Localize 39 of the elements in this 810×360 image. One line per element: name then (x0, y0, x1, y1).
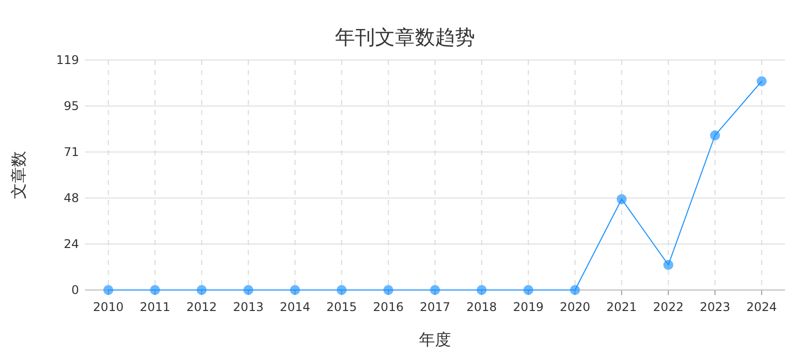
x-axis-title: 年度 (419, 330, 451, 349)
x-tick-label: 2016 (373, 300, 404, 314)
y-tick-label: 95 (64, 99, 79, 113)
y-tick-label: 48 (64, 191, 79, 205)
x-tick-label: 2023 (700, 300, 730, 314)
point (243, 285, 254, 295)
point (710, 130, 720, 140)
point (103, 285, 114, 295)
y-tick-label: 119 (56, 53, 79, 67)
x-tick-label: 2015 (326, 300, 357, 314)
x-tick-label: 2020 (560, 300, 590, 314)
point (290, 285, 300, 295)
point (383, 285, 394, 295)
x-tick-label: 2013 (233, 300, 264, 314)
chart-title: 年刊文章数趋势 (335, 25, 475, 49)
point (196, 285, 207, 295)
y-axis-title: 文章数 (9, 151, 28, 199)
y-tick-label: 24 (64, 237, 79, 251)
x-tick-label: 2022 (653, 300, 684, 314)
x-tick-label: 2021 (606, 300, 637, 314)
point (756, 76, 767, 86)
point (616, 194, 627, 204)
x-tick-label: 2012 (186, 300, 217, 314)
x-tick-label: 2024 (746, 300, 777, 314)
x-tick-label: 2018 (466, 300, 497, 314)
point (476, 285, 487, 295)
point (430, 285, 440, 295)
point (523, 285, 534, 295)
x-tick-label: 2010 (93, 300, 124, 314)
point (570, 285, 580, 295)
point (663, 260, 674, 270)
x-tick-label: 2011 (140, 300, 170, 314)
point (150, 285, 160, 295)
point (336, 285, 347, 295)
y-tick-label: 0 (71, 283, 79, 297)
y-tick-label: 71 (64, 145, 79, 159)
x-tick-label: 2019 (513, 300, 544, 314)
x-tick-label: 2014 (280, 300, 310, 314)
x-tick-label: 2017 (420, 300, 450, 314)
